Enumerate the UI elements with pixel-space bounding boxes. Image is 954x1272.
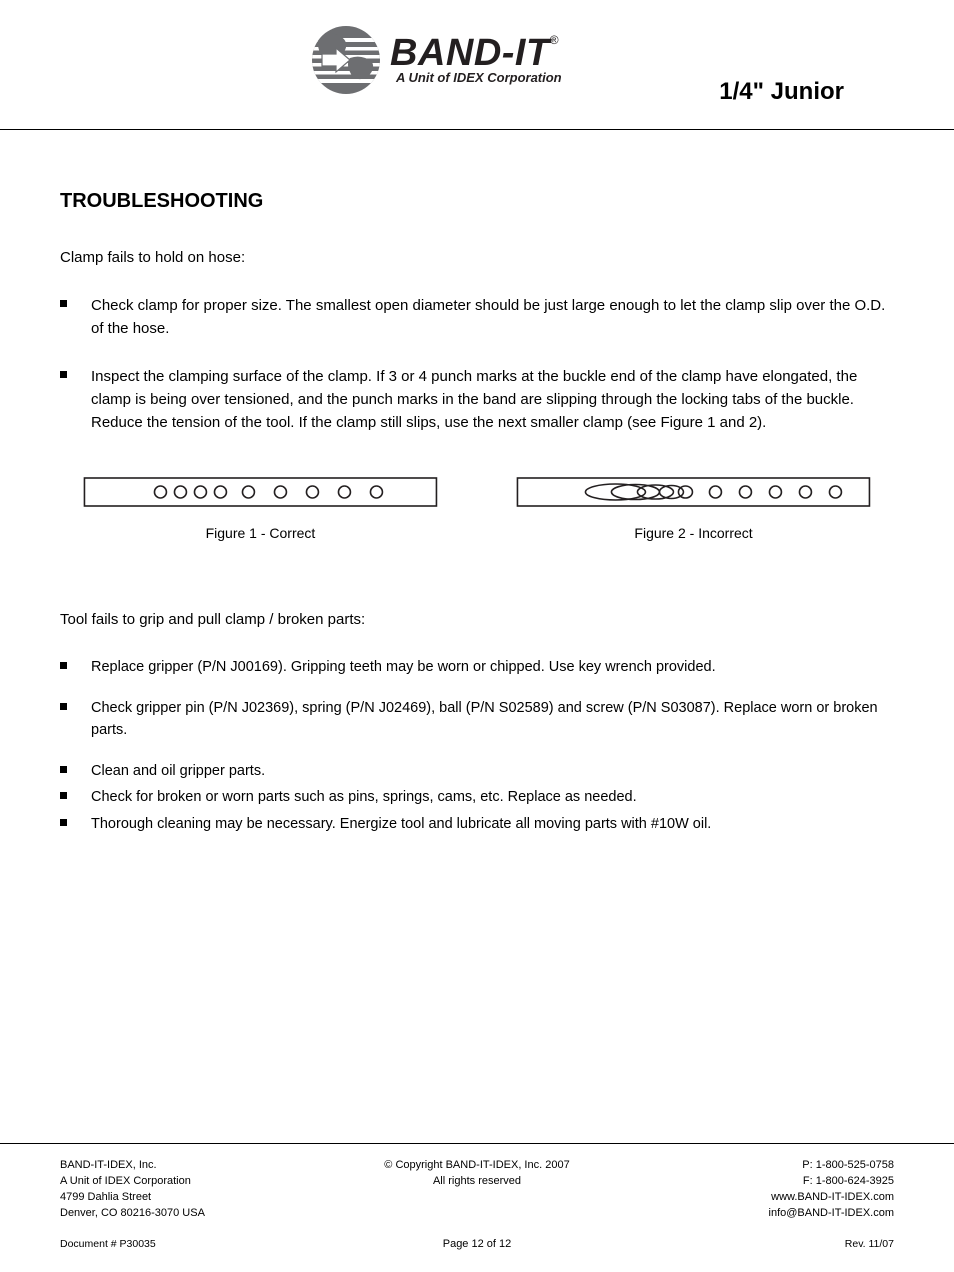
footer-site: www.BAND-IT-IDEX.com (644, 1190, 894, 1206)
diagram-correct: Figure 1 - Correct (76, 472, 445, 541)
brand-subtitle: A Unit of IDEX Corporation (396, 70, 562, 85)
footer-center: © Copyright BAND-IT-IDEX, Inc. 2007 All … (352, 1158, 602, 1222)
footer-addr1: 4799 Dahlia Street (60, 1190, 310, 1206)
diagram-incorrect-svg (509, 472, 878, 512)
bullet-group-2: Replace gripper (P/N J00169). Gripping t… (60, 656, 894, 835)
globe-icon (310, 24, 382, 96)
bullet-icon (60, 300, 67, 307)
section-heading: TROUBLESHOOTING (60, 190, 894, 213)
logo-text: BAND-IT® A Unit of IDEX Corporation (390, 35, 562, 84)
doc-number: Document # P30035 (60, 1238, 156, 1250)
page-header: BAND-IT® A Unit of IDEX Corporation 1/4"… (0, 0, 954, 130)
bullet-group-1: Check clamp for proper size. The smalles… (60, 294, 894, 434)
bullet-icon (60, 371, 67, 378)
logo: BAND-IT® A Unit of IDEX Corporation (310, 10, 680, 110)
bullet-icon (60, 703, 67, 710)
doc-meta: Document # P30035 Rev. 11/07 (60, 1238, 894, 1250)
bullet-icon (60, 792, 67, 799)
doc-rev: Rev. 11/07 (845, 1238, 894, 1250)
bullet-text: Check clamp for proper size. The smalles… (91, 294, 894, 341)
bullet-icon (60, 819, 67, 826)
sub-heading-2: Tool fails to grip and pull clamp / brok… (60, 611, 894, 628)
bullet-item: Check clamp for proper size. The smalles… (60, 294, 894, 341)
footer-company: BAND-IT-IDEX, Inc. (60, 1158, 310, 1174)
bullet-icon (60, 662, 67, 669)
brand-label: BAND-IT (390, 32, 550, 74)
bullet-text: Thorough cleaning may be necessary. Ener… (91, 813, 711, 835)
footer-copyright: © Copyright BAND-IT-IDEX, Inc. 2007 (352, 1158, 602, 1174)
diagram-incorrect: Figure 2 - Incorrect (509, 472, 878, 541)
bullet-item: Replace gripper (P/N J00169). Gripping t… (60, 656, 894, 678)
bullet-item: Inspect the clamping surface of the clam… (60, 365, 894, 435)
bullet-text: Clean and oil gripper parts. (91, 760, 265, 782)
footer-addr2: Denver, CO 80216-3070 USA (60, 1206, 310, 1222)
bullet-text: Check gripper pin (P/N J02369), spring (… (91, 697, 894, 742)
bullet-item: Clean and oil gripper parts. (60, 760, 894, 782)
bullet-item: Thorough cleaning may be necessary. Ener… (60, 813, 894, 835)
registered-mark: ® (550, 33, 559, 47)
footer-rights: All rights reserved (352, 1174, 602, 1190)
bullet-icon (60, 766, 67, 773)
footer-phone1: P: 1-800-525-0758 (644, 1158, 894, 1174)
footer: BAND-IT-IDEX, Inc. A Unit of IDEX Corpor… (0, 1143, 954, 1222)
bullet-item: Check for broken or worn parts such as p… (60, 786, 894, 808)
sub-heading-1: Clamp fails to hold on hose: (60, 249, 894, 266)
brand-name: BAND-IT® (390, 35, 562, 71)
diagram-row: Figure 1 - Correct Figure 2 - Incorrect (76, 472, 878, 541)
diagram-incorrect-caption: Figure 2 - Incorrect (509, 525, 878, 541)
footer-left: BAND-IT-IDEX, Inc. A Unit of IDEX Corpor… (60, 1158, 310, 1222)
footer-unit: A Unit of IDEX Corporation (60, 1174, 310, 1190)
bullet-item: Check gripper pin (P/N J02369), spring (… (60, 697, 894, 742)
bullet-text: Replace gripper (P/N J00169). Gripping t… (91, 656, 716, 678)
diagram-correct-svg (76, 472, 445, 512)
bullet-text: Check for broken or worn parts such as p… (91, 786, 637, 808)
footer-email: info@BAND-IT-IDEX.com (644, 1206, 894, 1222)
bullet-text: Inspect the clamping surface of the clam… (91, 365, 894, 435)
model-label: 1/4" Junior (719, 78, 844, 106)
footer-phone2: F: 1-800-624-3925 (644, 1174, 894, 1190)
diagram-correct-caption: Figure 1 - Correct (76, 525, 445, 541)
content: TROUBLESHOOTING Clamp fails to hold on h… (0, 130, 954, 835)
footer-right: P: 1-800-525-0758 F: 1-800-624-3925 www.… (644, 1158, 894, 1222)
